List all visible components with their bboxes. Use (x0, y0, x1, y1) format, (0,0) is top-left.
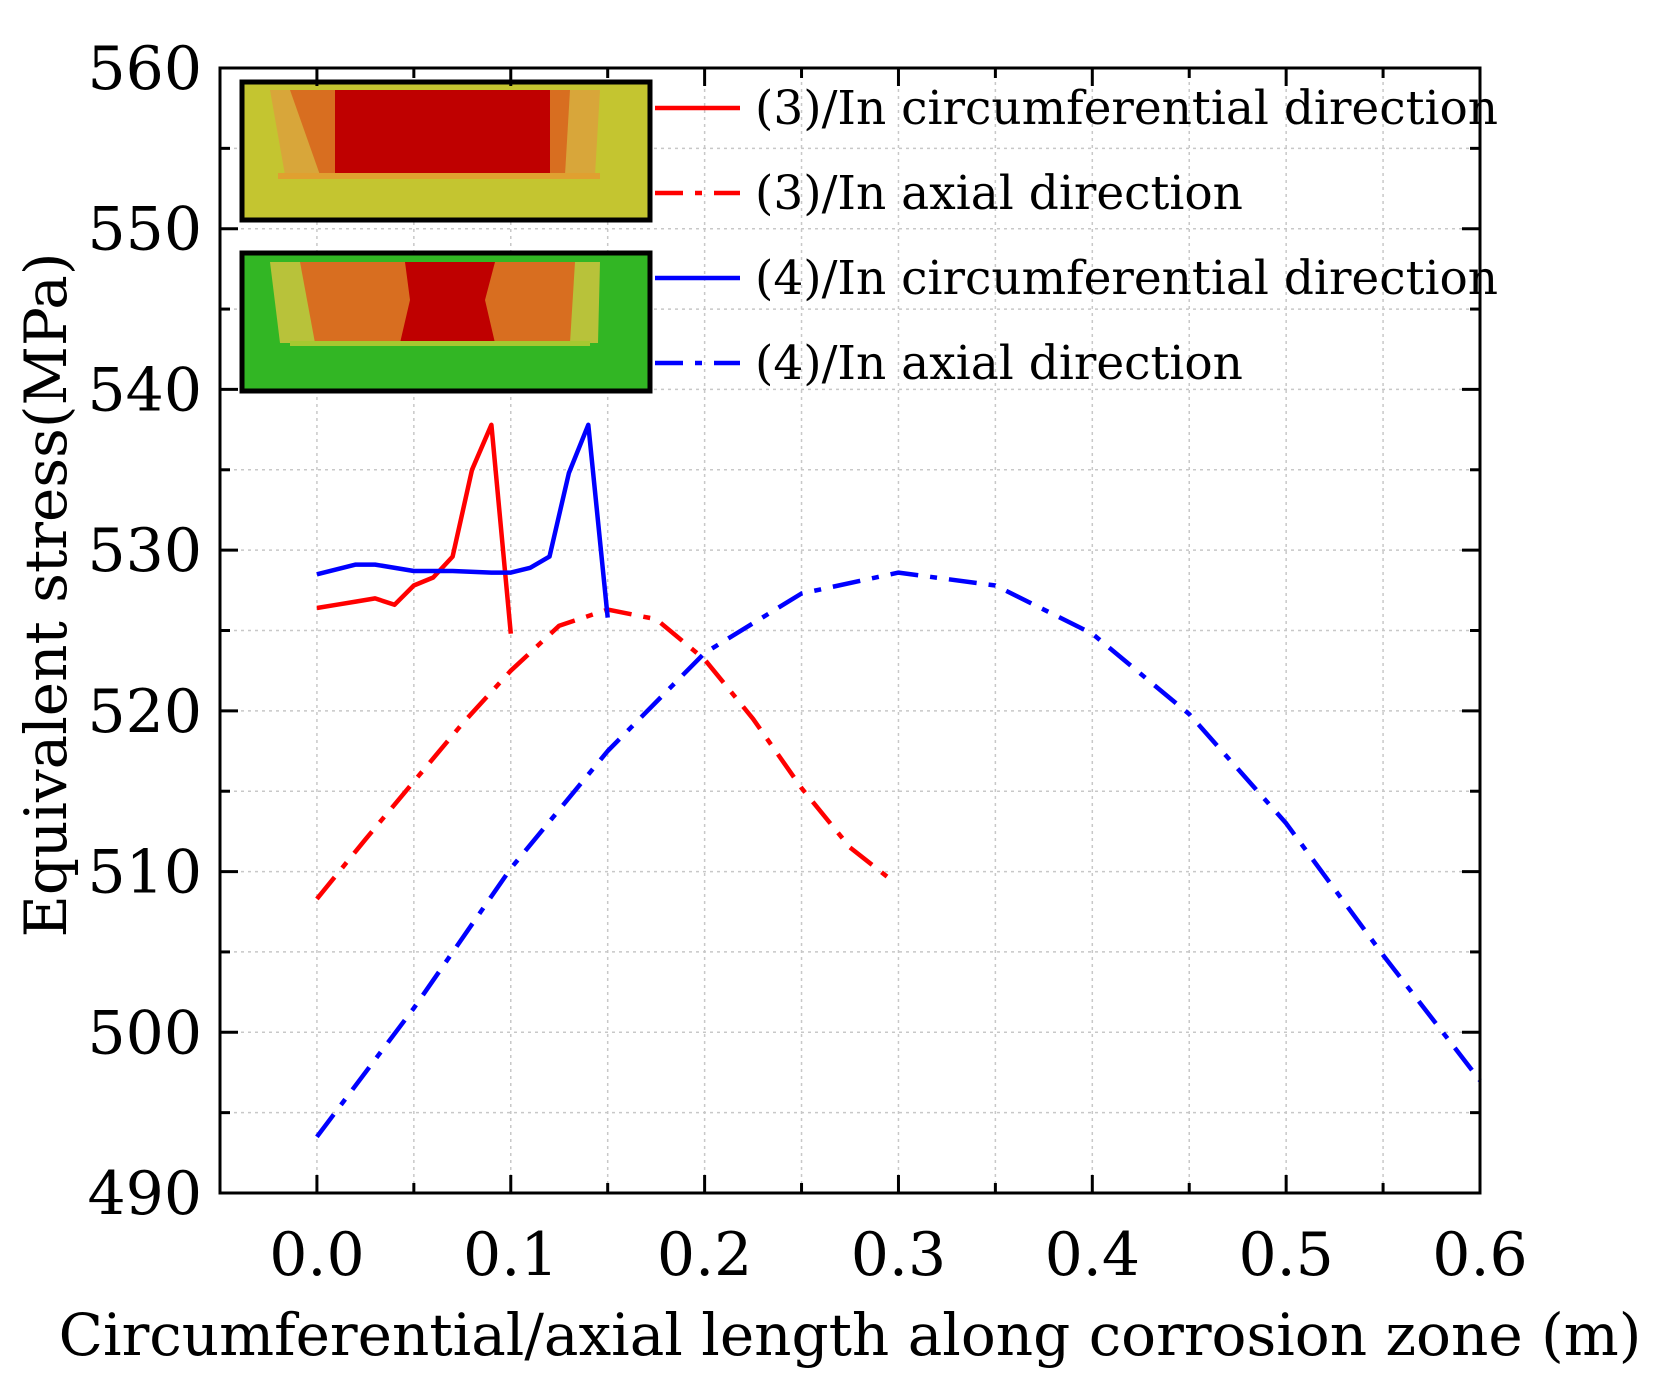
series-line-1 (316, 422, 514, 634)
y-axis-title: Equivalent stress(MPa) (12, 253, 80, 938)
legend-label-4: (4)/In axial direction (755, 336, 1243, 391)
x-tick-label: 0.6 (1432, 1220, 1527, 1290)
legend: (3)/In circumferential direction (3)/In a… (655, 81, 1498, 391)
y-tick-labels: 490 500 510 520 530 540 550 560 (87, 34, 202, 1229)
x-tick-label: 0.2 (657, 1220, 752, 1290)
y-tick-label: 550 (87, 195, 202, 265)
x-tick-label: 0.5 (1238, 1220, 1333, 1290)
x-tick-label: 0.4 (1045, 1220, 1140, 1290)
legend-label-3: (4)/In circumferential direction (755, 251, 1498, 306)
y-tick-label: 520 (87, 677, 202, 747)
series-line-3 (316, 422, 610, 618)
y-tick-label: 510 (87, 838, 202, 908)
legend-label-1: (3)/In circumferential direction (755, 81, 1498, 136)
x-tick-label: 0.1 (463, 1220, 558, 1290)
y-tick-label: 540 (87, 355, 202, 425)
y-tick-label: 490 (87, 1159, 202, 1229)
gridlines (220, 68, 1480, 1193)
axes-frame (218, 66, 1482, 1195)
x-tick-label: 0.0 (269, 1220, 364, 1290)
x-tick-labels: 0.0 0.1 0.2 0.3 0.4 0.5 0.6 (269, 1220, 1527, 1290)
x-axis-title: Circumferential/axial length along corro… (59, 1301, 1642, 1369)
series-lines (315, 422, 1482, 1139)
legend-label-2: (3)/In axial direction (755, 166, 1243, 221)
y-tick-label: 560 (87, 34, 202, 104)
contour-inset-3 (239, 79, 653, 223)
contour-insets (239, 79, 653, 394)
x-tick-label: 0.3 (851, 1220, 946, 1290)
y-tick-label: 500 (87, 998, 202, 1068)
y-tick-label: 530 (87, 516, 202, 586)
contour-inset-4 (239, 250, 653, 394)
series-line-4 (315, 570, 1482, 1139)
